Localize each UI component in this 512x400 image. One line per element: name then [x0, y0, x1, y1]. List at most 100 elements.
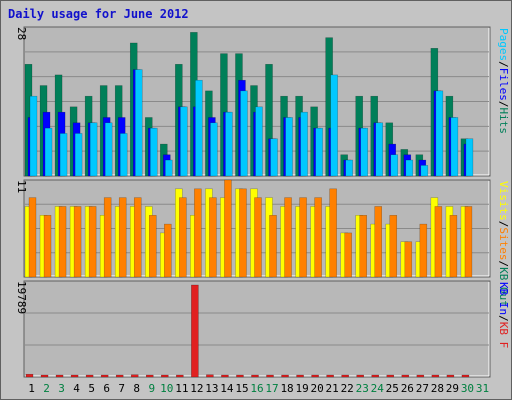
bar-sites-day-4	[73, 206, 82, 278]
bar-sites-day-22	[344, 232, 352, 278]
bar-sites-day-29	[449, 215, 458, 278]
bar-pages-day-12	[195, 79, 203, 177]
legend-top-part: Hits	[497, 108, 510, 135]
x-tick-label-day-16: 16	[250, 382, 263, 395]
y-max-label: 11	[15, 180, 28, 193]
legend-bottom: KB In/KB F	[497, 282, 510, 348]
bar-kbytes-day-28	[431, 374, 440, 378]
x-tick-label-day-22: 22	[341, 382, 354, 395]
x-tick-label-day-5: 5	[88, 382, 95, 395]
legend-bottom-part: /	[497, 315, 510, 322]
bar-kbytes-day-19	[296, 374, 304, 378]
x-tick-label-day-10: 10	[160, 382, 173, 395]
bar-kbytes-day-6	[100, 374, 109, 378]
bar-kbytes-day-10	[161, 374, 169, 378]
bar-sites-day-10	[164, 223, 172, 278]
x-tick-label-day-21: 21	[326, 382, 339, 395]
bar-kbytes-day-26	[401, 374, 410, 378]
x-tick-label-day-9: 9	[148, 382, 155, 395]
bar-pages-day-13	[210, 122, 218, 177]
plot-panel-3	[23, 280, 491, 378]
bar-pages-day-30	[465, 138, 474, 177]
bar-kbytes-day-27	[416, 374, 425, 378]
x-tick-label-day-15: 15	[235, 382, 248, 395]
bar-sites-day-14	[224, 179, 232, 278]
bar-kbytes-day-25	[386, 374, 395, 378]
bar-pages-day-6	[104, 122, 113, 177]
x-tick-label-day-4: 4	[73, 382, 80, 395]
x-tick-label-day-30: 30	[461, 382, 474, 395]
x-tick-label-day-31: 31	[476, 382, 489, 395]
bar-kbytes-day-23	[356, 374, 364, 378]
bar-kbytes-day-14	[221, 374, 229, 378]
bar-pages-day-19	[300, 111, 308, 177]
bar-sites-day-9	[149, 215, 157, 278]
x-tick-label-day-26: 26	[401, 382, 414, 395]
bar-kbytes-day-3	[55, 374, 64, 378]
bar-kbytes-day-16	[251, 374, 259, 378]
bar-sites-day-7	[118, 197, 127, 278]
bar-kbytes-day-1	[25, 373, 34, 378]
x-tick-label-day-19: 19	[295, 382, 308, 395]
legend-middle-part: /	[497, 261, 510, 268]
bar-pages-day-14	[225, 111, 233, 177]
legend-top-part: Files	[497, 68, 510, 101]
bar-sites-day-8	[133, 197, 142, 278]
bar-pages-day-28	[435, 90, 444, 177]
bar-sites-day-11	[179, 197, 187, 278]
legend-middle-part: Visits	[497, 181, 510, 221]
bar-pages-day-18	[285, 117, 293, 177]
bar-sites-day-20	[314, 197, 322, 278]
bar-sites-day-2	[43, 215, 52, 278]
x-tick-label-day-29: 29	[446, 382, 459, 395]
bar-pages-day-25	[390, 154, 399, 177]
bar-pages-day-15	[240, 90, 248, 177]
x-tick-label-day-18: 18	[280, 382, 293, 395]
bar-sites-day-17	[269, 215, 277, 278]
bar-sites-day-12	[194, 188, 202, 278]
bar-kbytes-day-21	[326, 374, 334, 378]
legend-bottom-part: KB In	[497, 282, 510, 315]
x-tick-label-day-27: 27	[416, 382, 429, 395]
bar-sites-day-1	[28, 197, 37, 278]
bar-sites-day-6	[103, 197, 112, 278]
legend-top: Pages/Files/Hits	[497, 28, 510, 134]
legend-top-part: /	[497, 61, 510, 68]
x-tick-label-day-12: 12	[190, 382, 203, 395]
bar-kbytes-day-11	[176, 374, 184, 378]
bar-kbytes-day-17	[266, 374, 274, 378]
bar-kbytes-day-15	[236, 374, 244, 378]
bar-kbytes-day-12	[191, 284, 199, 378]
y-max-label: 28	[15, 27, 28, 40]
x-tick-label-day-25: 25	[386, 382, 399, 395]
x-tick-label-day-13: 13	[205, 382, 218, 395]
chart-title: Daily usage for June 2012	[8, 7, 189, 21]
bar-kbytes-day-20	[311, 374, 319, 378]
bar-kbytes-day-5	[85, 374, 94, 378]
legend-middle-part: Sites	[497, 227, 510, 260]
bar-sites-day-24	[374, 206, 382, 278]
legend-middle-part: KB Out	[497, 267, 510, 307]
bar-pages-day-27	[420, 165, 429, 177]
bar-pages-day-3	[59, 133, 68, 177]
bar-pages-day-5	[89, 122, 98, 177]
bar-pages-day-24	[375, 122, 383, 177]
legend-top-part: Pages	[497, 28, 510, 61]
bar-sites-day-13	[209, 197, 217, 278]
bar-pages-day-22	[345, 159, 353, 177]
bar-sites-day-28	[434, 206, 443, 278]
bar-kbytes-day-29	[446, 374, 455, 378]
bar-pages-day-8	[134, 69, 143, 177]
bar-sites-day-30	[464, 206, 473, 278]
bar-pages-day-29	[450, 117, 459, 177]
x-tick-label-day-11: 11	[175, 382, 188, 395]
legend-middle-part: /	[497, 221, 510, 228]
x-tick-label-day-7: 7	[118, 382, 125, 395]
bar-pages-day-4	[74, 133, 83, 177]
bar-pages-day-17	[270, 138, 278, 177]
x-tick-label-day-8: 8	[133, 382, 140, 395]
bar-sites-day-5	[88, 206, 97, 278]
bar-sites-day-16	[254, 197, 262, 278]
x-tick-label-day-17: 17	[265, 382, 278, 395]
x-tick-label-day-1: 1	[28, 382, 35, 395]
